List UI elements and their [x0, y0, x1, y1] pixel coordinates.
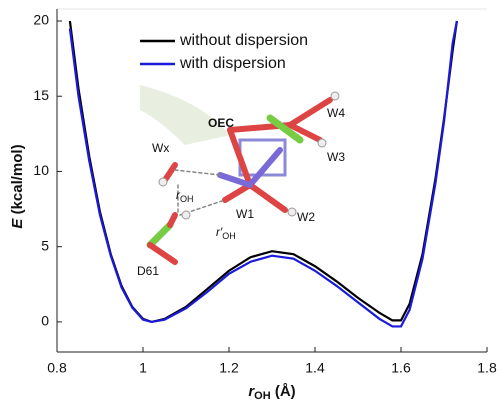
y-tick-label: 20 [33, 12, 49, 28]
y-axis-label: E (kcal/mol) [9, 144, 26, 228]
x-tick-label: 1.8 [477, 360, 497, 376]
x-tick-label: 1.4 [305, 360, 325, 376]
annotation-d61: D61 [137, 264, 159, 278]
annotation-r-oh: rOH [176, 188, 194, 204]
molecule-inset [140, 85, 340, 265]
x-tick-label: 0.8 [47, 360, 67, 376]
annotation-symbol: r′ [216, 225, 223, 239]
x-tick-label: 1.6 [391, 360, 411, 376]
y-label-unit: (kcal/mol) [9, 144, 26, 214]
annotation-subscript: OH [180, 194, 194, 204]
y-tick-label: 15 [33, 87, 49, 103]
y-label-symbol: E [9, 218, 26, 229]
legend-label: without dispersion [179, 32, 308, 49]
annotation-w3: W3 [327, 150, 345, 164]
y-tick-label: 0 [41, 313, 49, 329]
annotation-oec: OEC [208, 116, 234, 130]
series-line [68, 20, 458, 328]
x-label-unit: (Å) [275, 383, 296, 400]
x-label-symbol: r [248, 383, 255, 400]
annotation-r-prime_oh: r′OH [216, 225, 236, 241]
annotation-w1: W1 [236, 207, 254, 221]
x-axis-label: rOH (Å) [248, 383, 295, 402]
y-tick-label: 5 [41, 237, 49, 253]
y-tick-label: 10 [33, 162, 49, 178]
annotation-w2: W2 [297, 210, 315, 224]
annotation-w4: W4 [327, 106, 345, 120]
legend-label: with dispersion [179, 55, 286, 72]
x-label-subscript: OH [254, 390, 271, 402]
annotation-symbol: r [176, 188, 181, 202]
x-tick-label: 1 [139, 360, 147, 376]
x-tick-label: 1.2 [219, 360, 239, 376]
annotation-wx: Wx [152, 141, 169, 155]
annotation-subscript: OH [222, 231, 236, 241]
